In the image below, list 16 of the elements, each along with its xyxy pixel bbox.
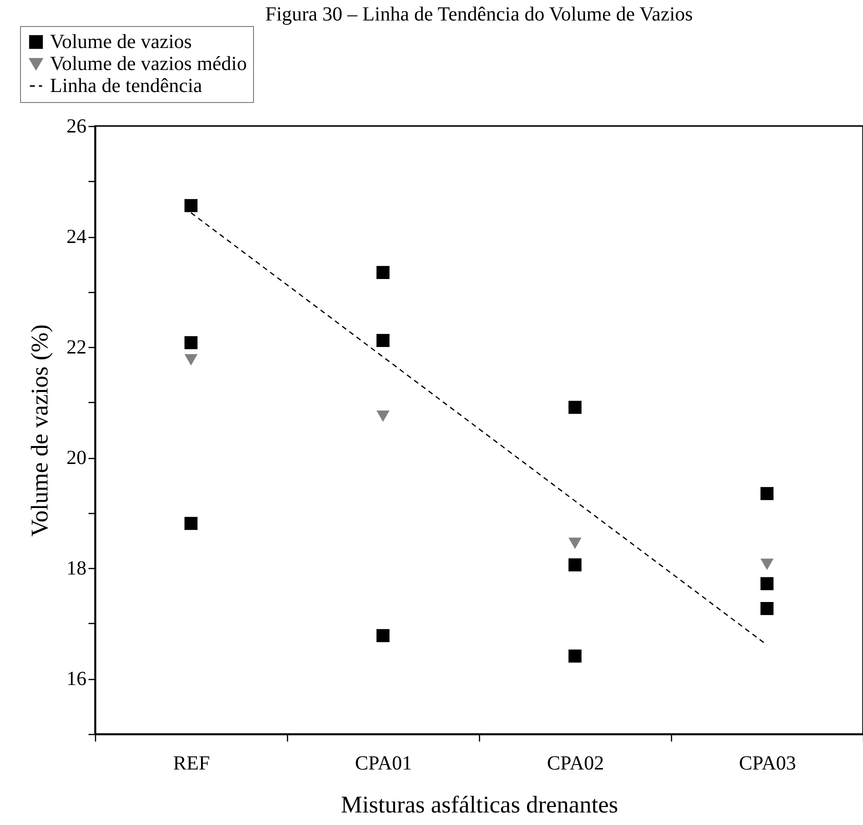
chart-title: Figura 30 – Linha de Tendência do Volume de Vazios: [265, 4, 694, 26]
legend-label: Volume de vazios: [50, 31, 192, 53]
y-tick-label: 16: [66, 668, 86, 690]
legend-label: Linha de tendência: [50, 75, 202, 97]
y-tick-label: 22: [66, 336, 86, 359]
x-tick-label: REF: [173, 752, 210, 774]
y-tick-label: 18: [66, 558, 86, 580]
y-tick-label: 20: [66, 447, 86, 470]
y-tick-label: 24: [66, 226, 86, 248]
x-tick-label: CPA01: [354, 752, 412, 774]
y-tick-label: 26: [66, 116, 86, 138]
x-axis-title: Misturas asfálticas drenantes: [340, 792, 618, 818]
legend-label: Volume de vazios médio: [50, 53, 247, 75]
y-axis-title: Volume de vazios (%): [28, 324, 54, 537]
x-tick-label: CPA03: [738, 752, 796, 774]
x-tick-label: CPA02: [546, 752, 604, 774]
